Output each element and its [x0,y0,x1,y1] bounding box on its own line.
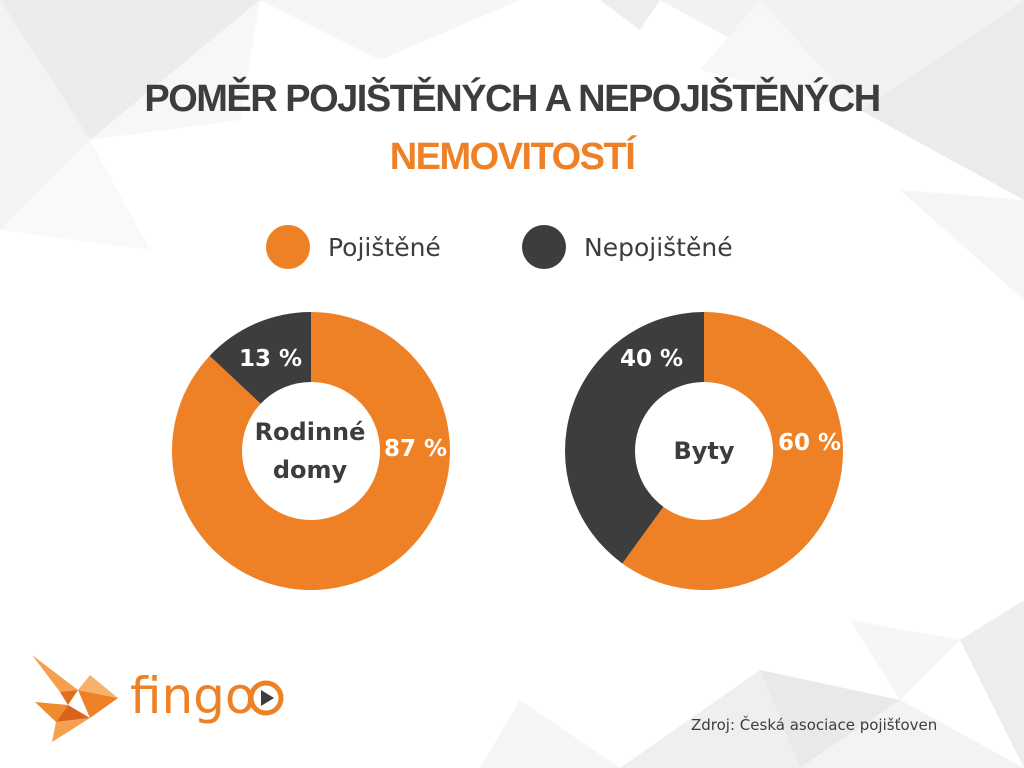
data-label-flats-insured: 60 % [778,430,842,456]
fingo-logo: fingo [32,655,284,742]
data-label-family-houses-uninsured: 13 % [239,346,303,372]
donut-2-slice-insured [622,312,843,590]
data-label-family-houses-insured: 87 % [384,436,448,462]
legend-label-insured: Pojištěné [328,232,441,262]
center-label-line-2: domy [272,456,348,484]
donut-center-label-flats: Byty [673,437,735,465]
donut-1-slice-uninsured [209,312,311,404]
chart-title-line-1: POMĚR POJIŠTĚNÝCH A NEPOJIŠTĚNÝCH [144,78,881,120]
donut-chart-flats [565,312,843,590]
donut-2-slice-uninsured [565,312,704,564]
chart-title-line-2: NEMOVITOSTÍ [389,136,636,178]
legend-swatch-uninsured [522,225,566,269]
center-label-line-1: Rodinné [254,418,366,446]
donut-center-label-family-houses: Rodinné domy [240,413,380,489]
legend-item-uninsured: Nepojištěné [522,224,733,270]
data-label-flats-uninsured: 40 % [620,346,684,372]
legend-item-insured: Pojištěné [266,224,441,270]
source-note: Zdroj: Česká asociace pojišťoven [691,716,938,734]
logo-wordmark: fingo [130,667,256,725]
legend-label-uninsured: Nepojištěné [584,232,733,262]
play-icon [248,680,284,716]
donut-1-slice-insured [172,312,450,590]
donut-chart-family-houses [172,312,450,590]
fish-logo-icon [32,655,118,742]
legend-swatch-insured [266,225,310,269]
